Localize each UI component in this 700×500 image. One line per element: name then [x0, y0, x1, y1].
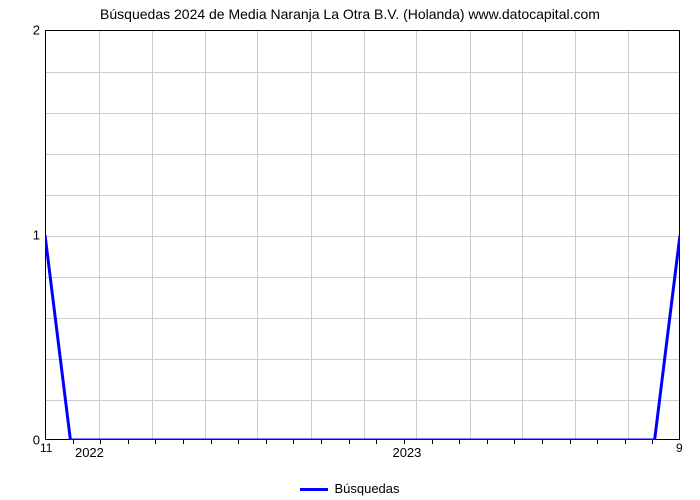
legend-swatch	[300, 488, 328, 491]
x-minor-tick	[570, 440, 571, 444]
grid-line-v	[205, 31, 206, 439]
y-tick-label: 2	[33, 23, 40, 38]
grid-line-v	[522, 31, 523, 439]
x-minor-tick	[238, 440, 239, 444]
grid-line-v	[416, 31, 417, 439]
grid-line-h	[46, 236, 679, 237]
x-minor-tick	[404, 440, 405, 444]
grid-line-h	[46, 277, 679, 278]
grid-line-v	[575, 31, 576, 439]
x-minor-tick	[183, 440, 184, 444]
grid-line-h	[46, 318, 679, 319]
x-minor-tick	[100, 440, 101, 444]
grid-line-v	[364, 31, 365, 439]
grid-line-h	[46, 359, 679, 360]
grid-line-h	[46, 72, 679, 73]
x-minor-tick	[266, 440, 267, 444]
x-minor-tick	[155, 440, 156, 444]
x-minor-tick	[73, 440, 74, 444]
x-left-end-label: 11	[40, 441, 52, 455]
x-right-end-label: 9	[676, 441, 683, 455]
x-minor-tick	[376, 440, 377, 444]
grid-line-h	[46, 195, 679, 196]
x-minor-tick	[597, 440, 598, 444]
x-minor-tick	[542, 440, 543, 444]
x-minor-tick	[487, 440, 488, 444]
x-minor-tick	[128, 440, 129, 444]
grid-line-h	[46, 400, 679, 401]
x-minor-tick	[514, 440, 515, 444]
x-minor-tick	[625, 440, 626, 444]
y-tick-label: 1	[33, 228, 40, 243]
legend-label: Búsquedas	[334, 481, 399, 496]
x-tick-label: 2022	[75, 445, 104, 460]
grid-line-h	[46, 113, 679, 114]
x-minor-tick	[321, 440, 322, 444]
x-minor-tick	[293, 440, 294, 444]
grid-line-v	[99, 31, 100, 439]
plot-area	[45, 30, 680, 440]
grid-line-v	[257, 31, 258, 439]
x-tick-label: 2023	[392, 445, 421, 460]
grid-line-v	[152, 31, 153, 439]
x-minor-tick	[349, 440, 350, 444]
grid-line-v	[470, 31, 471, 439]
grid-line-v	[628, 31, 629, 439]
legend: Búsquedas	[0, 481, 700, 496]
x-minor-tick	[211, 440, 212, 444]
y-tick-label: 0	[33, 433, 40, 448]
grid-line-h	[46, 154, 679, 155]
x-minor-tick	[652, 440, 653, 444]
grid-line-v	[311, 31, 312, 439]
x-minor-tick	[459, 440, 460, 444]
chart-title: Búsquedas 2024 de Media Naranja La Otra …	[0, 6, 700, 22]
x-minor-tick	[432, 440, 433, 444]
